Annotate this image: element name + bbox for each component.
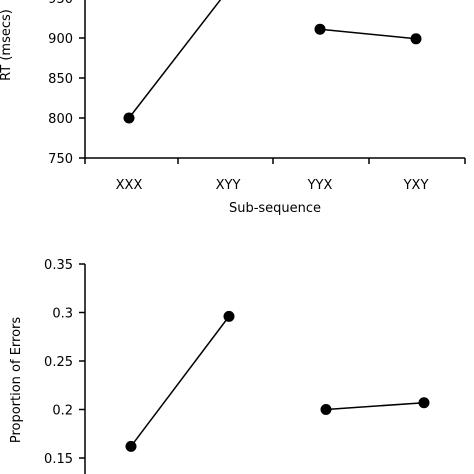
rt-chart: 750 800 850 900 950 XXX XYY YYX YXY Sub-sequence R…	[0, 0, 466, 216]
errors-y-tick-label: 0.3	[52, 307, 73, 322]
errors-chart: 0.15 0.2 0.25 0.3 0.35 Proportion of Errors	[9, 258, 430, 474]
rt-data-point	[123, 112, 135, 124]
errors-series-line-2	[325, 401, 425, 411]
rt-x-tick-label: YYX	[307, 178, 333, 193]
errors-data-point	[320, 404, 332, 415]
rt-series-line-2	[319, 28, 417, 40]
rt-y-tick-label: 750	[48, 152, 73, 167]
rt-x-tick-label: YXY	[403, 178, 429, 193]
rt-x-axis-title: Sub-sequence	[229, 201, 321, 216]
rt-series-line-1	[128, 0, 222, 119]
errors-series-line-1	[130, 315, 230, 447]
rt-x-tick-label: XXX	[116, 178, 143, 193]
errors-y-tick-label: 0.15	[44, 452, 73, 467]
rt-y-axis-title: RT (msecs)	[0, 9, 14, 81]
rt-y-tick-label: 850	[48, 72, 73, 87]
errors-data-point	[418, 397, 430, 409]
rt-y-tick-label: 800	[48, 112, 73, 127]
errors-data-point	[223, 310, 235, 322]
rt-x-tick-label: XYY	[216, 178, 241, 193]
errors-data-point	[125, 440, 137, 452]
errors-y-tick-label: 0.25	[44, 355, 73, 370]
rt-y-tick-label: 900	[48, 32, 73, 47]
rt-y-tick-label: 950	[48, 0, 73, 7]
rt-data-point	[314, 23, 326, 35]
errors-y-tick-label: 0.35	[44, 258, 73, 273]
errors-y-axis-title: Proportion of Errors	[9, 317, 24, 444]
errors-y-tick-label: 0.2	[52, 404, 73, 419]
rt-data-point	[410, 33, 422, 45]
